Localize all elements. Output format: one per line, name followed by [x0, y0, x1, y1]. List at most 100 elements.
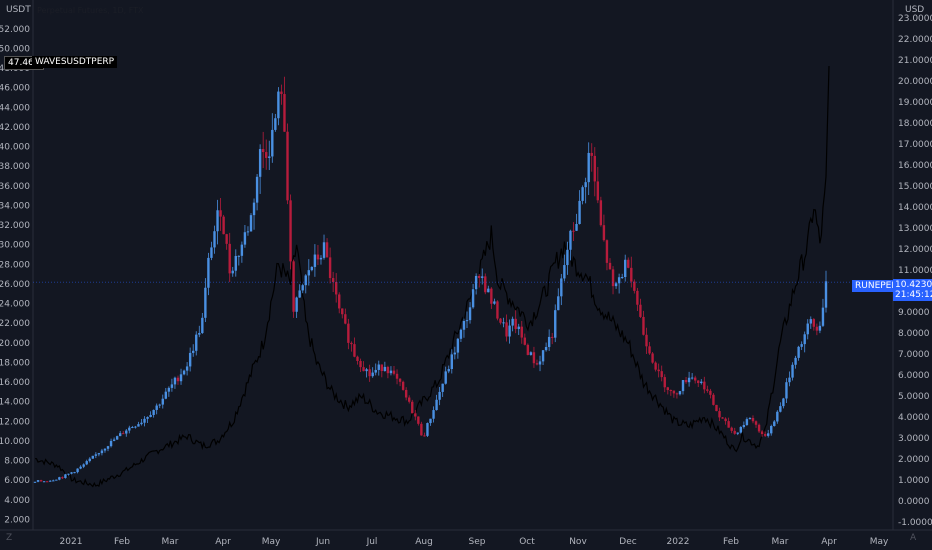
rune-candle-body [338, 294, 341, 309]
timezone-icon[interactable]: Z [6, 533, 13, 543]
rune-candle-body [173, 377, 177, 385]
rune-candle-body [319, 257, 323, 260]
rune-countdown: 21:45:12 [895, 290, 932, 300]
time-axis-label: Oct [519, 537, 535, 547]
rune-candle-body [748, 417, 752, 420]
right-axis-tick: 15.0000 [898, 182, 932, 192]
rune-candle-body [502, 322, 505, 324]
rune-candle-body [325, 242, 329, 258]
rune-candle-body [785, 382, 788, 399]
right-axis-tick: 11.0000 [898, 266, 932, 276]
rune-candle-body [73, 472, 76, 474]
rune-candle-body [715, 404, 718, 412]
rune-candle-body [627, 259, 630, 268]
rune-candle-body [392, 370, 396, 374]
rune-candle-body [453, 352, 457, 355]
rune-candle-body [526, 344, 530, 355]
left-axis-tick: 16.000 [0, 378, 30, 388]
rune-candle-body [94, 454, 98, 456]
rune-candle-body [359, 360, 362, 368]
left-axis-tick: 4.000 [4, 496, 30, 506]
rune-candle-body [806, 323, 809, 335]
time-axis-label: May [262, 537, 281, 547]
rune-candle-body [118, 433, 122, 437]
rune-candle-body [477, 275, 481, 278]
left-axis-tick: 8.000 [4, 457, 30, 467]
rune-candle-body [803, 334, 806, 345]
rune-candle-body [697, 380, 700, 384]
rune-candle-body [219, 210, 222, 217]
right-axis-unit: USD [905, 5, 925, 15]
rune-candle-body [295, 297, 298, 312]
rune-candle-body [797, 346, 800, 358]
rune-candle-body [584, 182, 587, 188]
rune-candle-body [541, 350, 545, 362]
rune-candle-body [82, 464, 85, 467]
rune-candle-body [474, 275, 478, 290]
right-axis-tick: 3.0000 [898, 434, 930, 444]
rune-candle-body [666, 387, 669, 391]
rune-candle-body [520, 326, 523, 338]
rune-candle-body [109, 440, 113, 447]
rune-candle-body [182, 370, 186, 375]
left-axis-tick: 22.000 [0, 319, 30, 329]
rune-candle-body [706, 389, 709, 391]
left-axis-tick: 6.000 [4, 476, 30, 486]
rune-candle-body [766, 433, 770, 436]
rune-candle-body [633, 281, 636, 291]
left-axis-tick: 2.000 [4, 515, 30, 525]
rune-candle-body [535, 363, 539, 365]
right-axis-tick: 21.0000 [898, 56, 932, 66]
rune-candle-body [596, 181, 600, 201]
right-axis-tick: 18.0000 [898, 119, 932, 129]
rune-candle-body [64, 474, 67, 478]
rune-candle-body [645, 334, 648, 347]
rune-candle-body [149, 414, 152, 418]
rune-candle-body [33, 481, 37, 483]
rune-candle-body [115, 436, 119, 440]
rune-candle-body [593, 155, 596, 182]
rune-candle-body [106, 446, 110, 449]
rune-candle-body [508, 325, 511, 337]
rune-candle-body [739, 427, 743, 433]
rune-candle-body [334, 282, 338, 295]
left-axis-tick: 20.000 [0, 339, 30, 349]
rune-candle-body [557, 296, 560, 311]
right-axis-tick: 12.0000 [898, 245, 932, 255]
rune-candle-body [170, 384, 174, 388]
rune-candle-body [222, 216, 225, 235]
rune-candle-body [636, 290, 639, 305]
rune-candle-body [587, 152, 590, 183]
rune-candle-body [310, 266, 314, 271]
rune-candle-body [724, 418, 727, 422]
right-axis-tick: 16.0000 [898, 161, 932, 171]
rune-candle-body [465, 320, 469, 322]
left-axis-tick: 14.000 [0, 398, 30, 408]
auto-scale-icon[interactable]: A [910, 533, 917, 543]
left-axis-tick: 34.000 [0, 201, 30, 211]
rune-candle-body [368, 369, 371, 377]
chart-title: Perpetual Futures, 1D, FTX [37, 6, 144, 15]
rune-candle-body [146, 417, 149, 419]
rune-candle-body [283, 94, 286, 132]
rune-candle-body [550, 336, 554, 338]
rune-candle-body [380, 364, 384, 372]
rune-candle-body [547, 336, 551, 348]
rune-candle-body [88, 458, 91, 462]
rune-candle-body [341, 308, 344, 315]
rune-candle-body [45, 481, 49, 483]
rune-candle-body [672, 390, 676, 394]
rune-candle-body [642, 316, 645, 335]
left-axis-tick: 50.000 [0, 44, 30, 54]
right-axis-tick: 5.0000 [898, 392, 930, 402]
rune-candle-body [76, 468, 79, 473]
rune-candle-body [429, 418, 432, 424]
rune-candle-body [61, 477, 64, 479]
right-axis-tick: 0.0000 [898, 497, 930, 507]
right-axis-tick: 1.0000 [898, 476, 930, 486]
rune-candle-body [289, 200, 292, 262]
rune-candle-body [307, 270, 311, 276]
rune-candle-body [207, 257, 210, 288]
rune-candle-body [344, 314, 347, 324]
